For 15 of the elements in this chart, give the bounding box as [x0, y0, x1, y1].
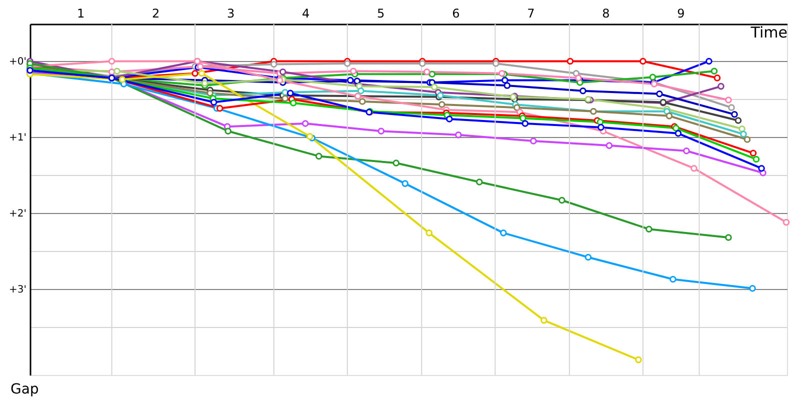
x-tick-label: 4: [302, 6, 310, 20]
x-tick-label: 9: [677, 6, 685, 20]
x-tick-label: 8: [602, 6, 610, 20]
y-tick-label: +0': [9, 56, 26, 68]
y-tick-label: +3': [9, 284, 26, 296]
y-tick-label: +1': [9, 132, 26, 144]
x-axis-title: Time: [750, 24, 788, 42]
x-tick-label: 1: [76, 6, 85, 20]
x-tick-label: 6: [452, 6, 460, 20]
y-axis-title: Gap: [10, 382, 39, 398]
x-tick-label: 7: [527, 6, 535, 20]
x-tick-label: 3: [226, 6, 235, 20]
y-tick-label: +2': [9, 208, 26, 220]
x-tick-label: 2: [152, 6, 160, 20]
x-tick-label: 5: [377, 6, 385, 20]
